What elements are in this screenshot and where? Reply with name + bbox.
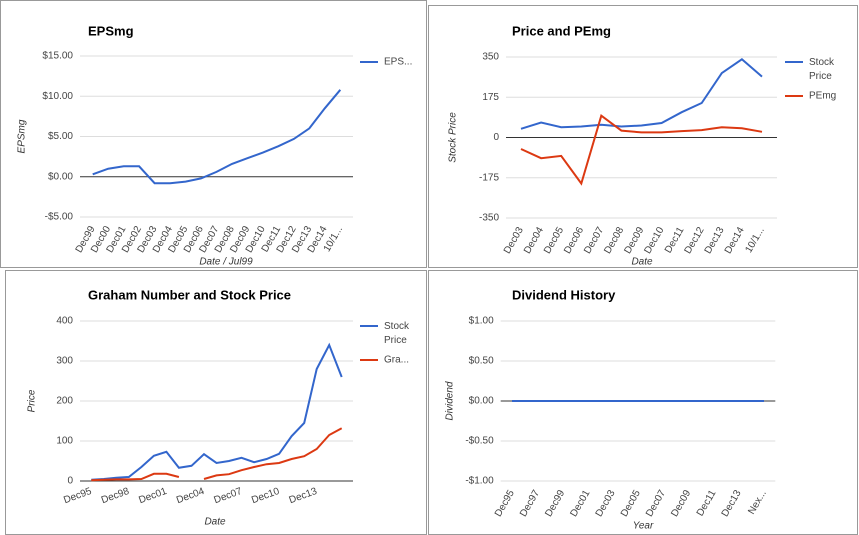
y-tick-label: $0.50: [469, 356, 494, 367]
y-axis-title: Price: [27, 389, 38, 412]
y-tick-label: -175: [479, 172, 499, 183]
y-axis-title: EPSmg: [17, 119, 28, 153]
x-axis-title: Date / Jul99: [199, 257, 253, 268]
x-axis-title: Year: [633, 521, 654, 532]
series-line: [520, 114, 763, 186]
legend-label: EPS...: [384, 57, 412, 68]
y-tick-label: $1.00: [469, 316, 494, 327]
legend-label-line: Price: [384, 335, 407, 346]
y-tick-label: 200: [56, 396, 73, 407]
y-tick-label: 0: [67, 476, 73, 487]
y-axis-title: Dividend: [445, 381, 456, 420]
legend-label: Stock Price: [384, 321, 410, 346]
y-tick-label: 0: [493, 132, 499, 143]
panel: [428, 5, 858, 268]
y-tick-label: 175: [482, 92, 499, 103]
y-axis-title: Stock Price: [448, 112, 459, 163]
y-tick-label: 300: [56, 356, 73, 367]
chart-title: Price and PEmg: [512, 23, 611, 38]
legend-label-line: Stock: [809, 57, 835, 68]
legend-label: Stock Price: [809, 57, 835, 82]
series-line: [520, 58, 763, 130]
chart-title: Dividend History: [512, 287, 616, 302]
series-line: [92, 89, 342, 185]
series-line: [91, 342, 343, 481]
y-tick-label: $10.00: [42, 91, 73, 102]
y-tick-label: $0.00: [469, 396, 494, 407]
x-axis-title: Date: [631, 257, 653, 268]
y-tick-label: -$5.00: [45, 212, 74, 223]
x-axis-title: Date: [204, 517, 226, 528]
y-tick-label: $0.00: [48, 171, 73, 182]
y-tick-label: -$0.50: [465, 436, 494, 447]
series-line: [91, 427, 343, 482]
y-tick-label: $15.00: [42, 51, 73, 62]
legend-label: PEmg: [809, 91, 836, 102]
legend-label: Gra...: [384, 355, 409, 366]
legend-label-line: Stock: [384, 321, 410, 332]
panel: [0, 0, 427, 268]
chart-title: Graham Number and Stock Price: [88, 287, 291, 302]
y-tick-label: -350: [479, 213, 499, 224]
legend-label-line: Price: [809, 71, 832, 82]
panel: [5, 270, 427, 535]
y-tick-label: 350: [482, 52, 499, 63]
y-tick-label: 100: [56, 436, 73, 447]
chart-title: EPSmg: [88, 23, 134, 38]
y-tick-label: $5.00: [48, 131, 73, 142]
panel: [428, 270, 858, 535]
y-tick-label: -$1.00: [465, 476, 494, 487]
y-tick-label: 400: [56, 316, 73, 327]
